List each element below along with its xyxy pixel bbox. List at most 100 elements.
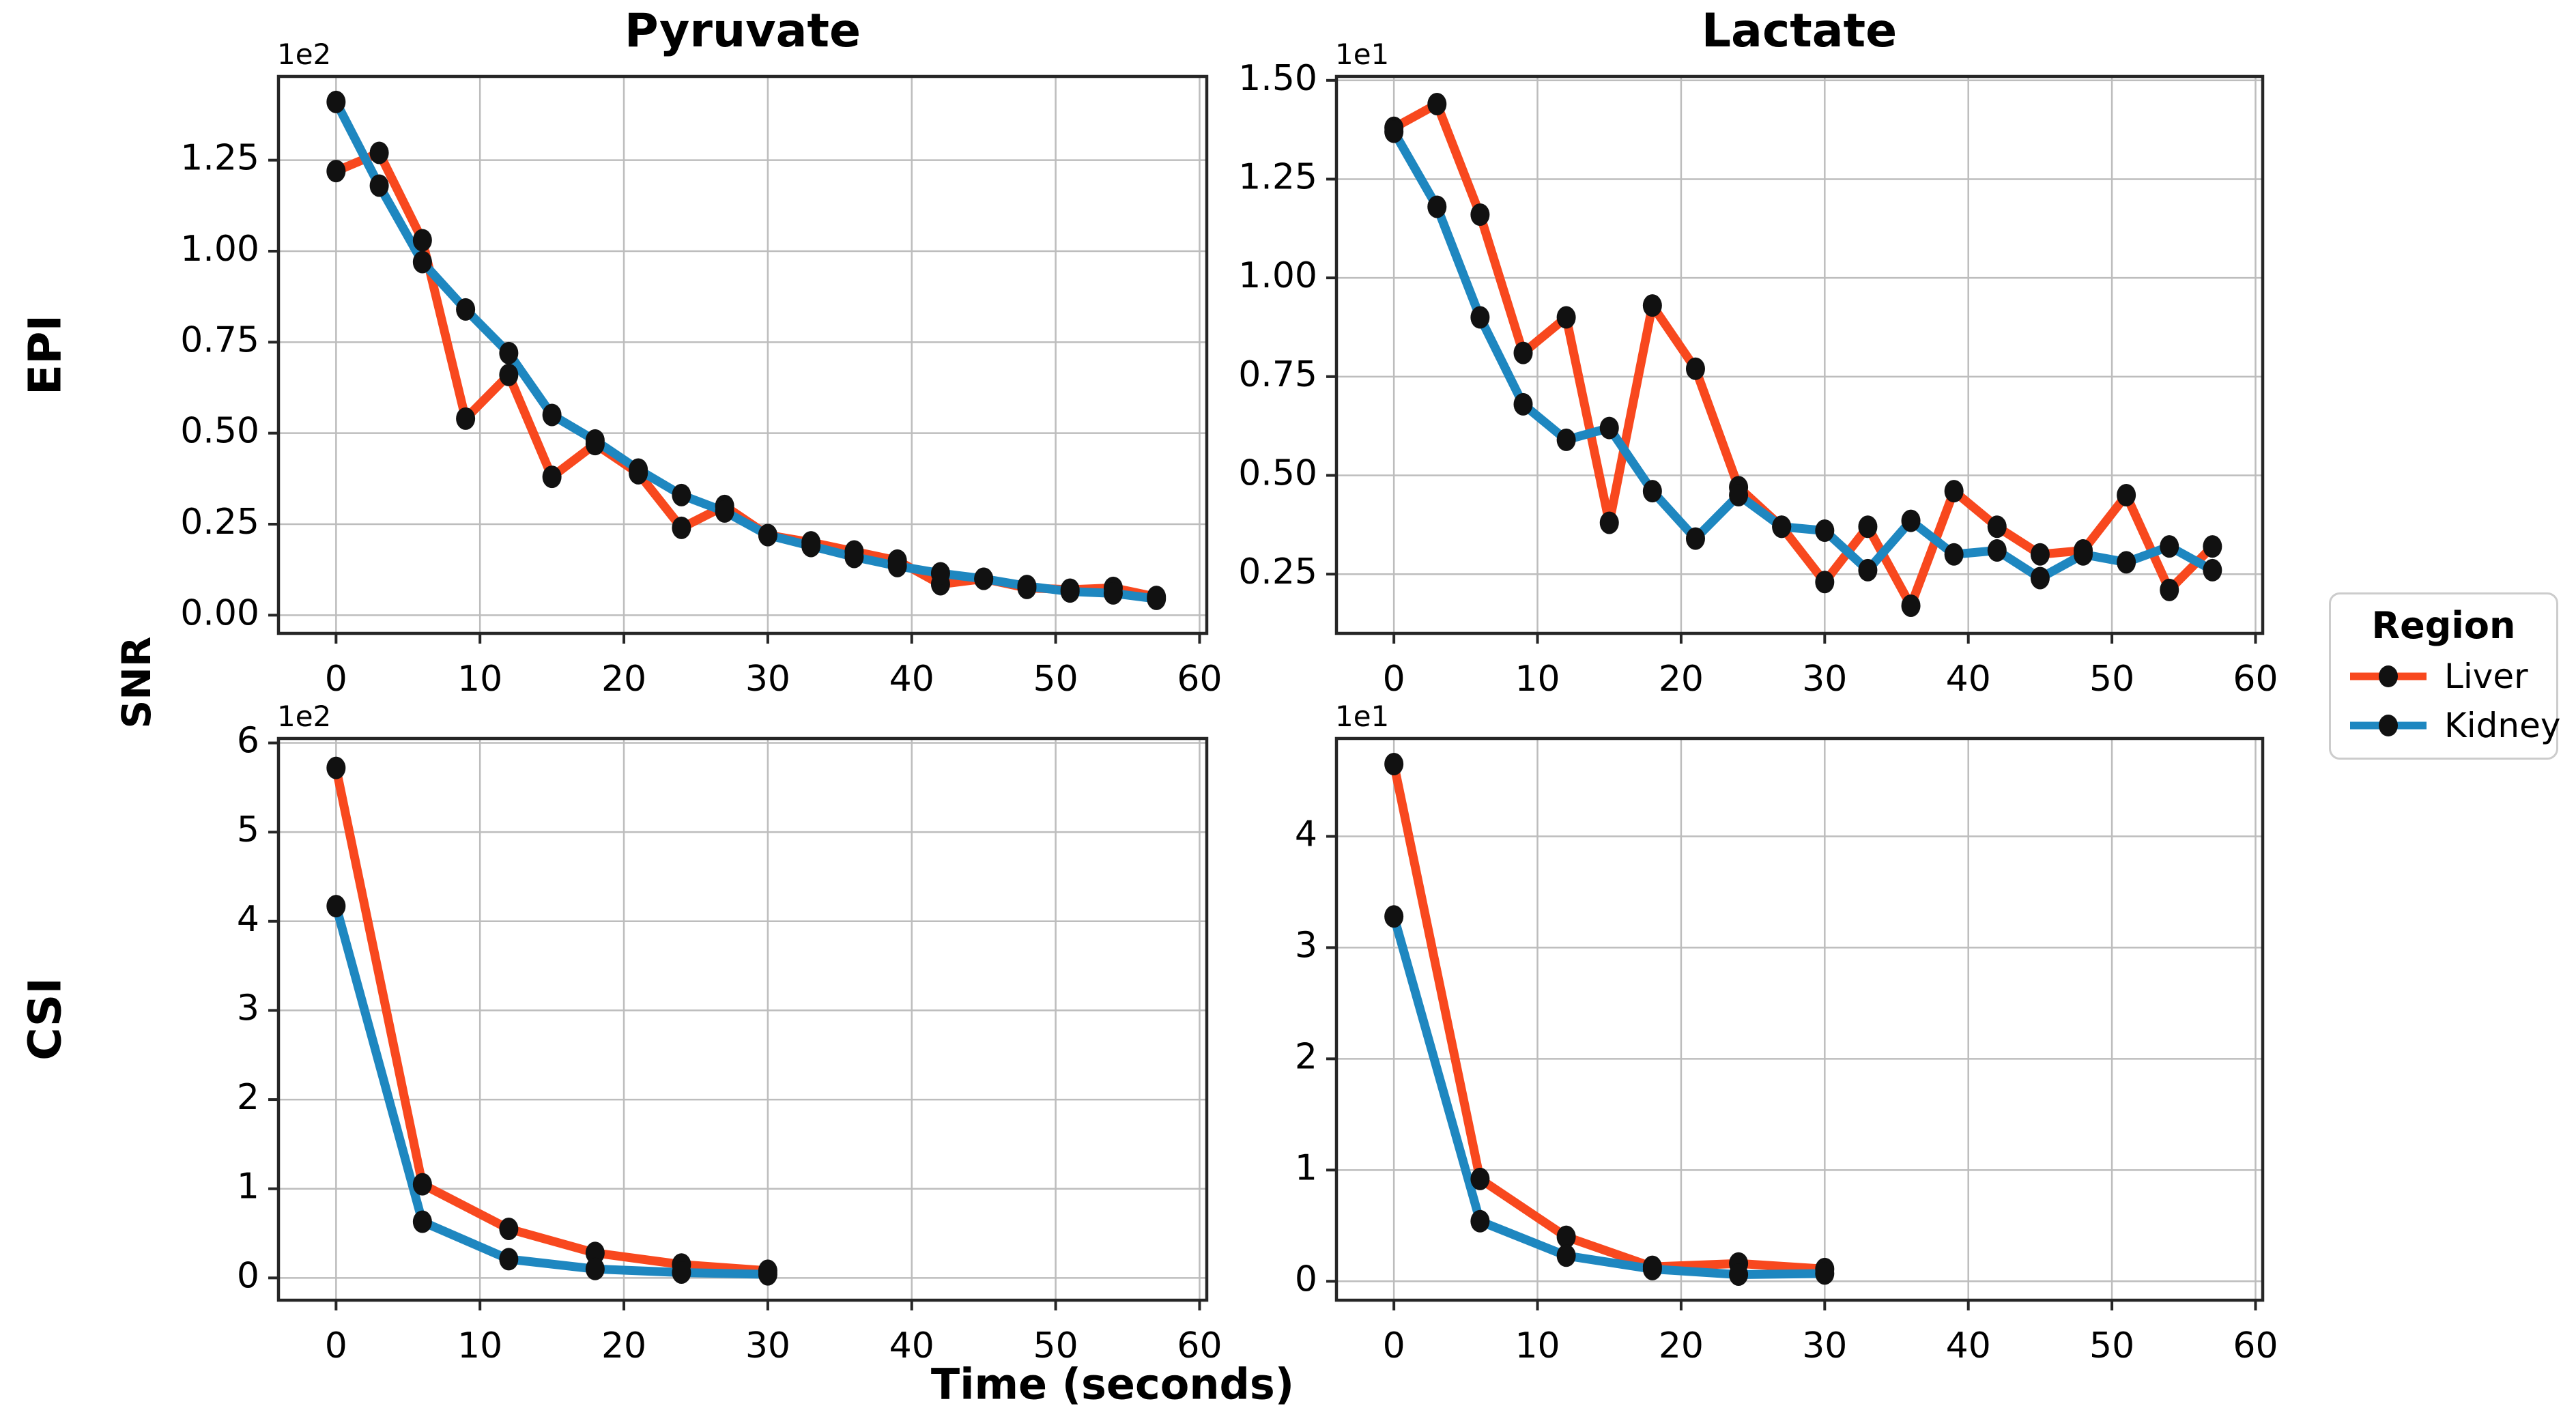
title-pyruvate: Pyruvate xyxy=(624,4,861,58)
marker-liver xyxy=(499,363,519,386)
x-tick-label: 10 xyxy=(1515,1325,1560,1366)
x-tick-label: 10 xyxy=(457,659,502,700)
x-tick-label: 30 xyxy=(1802,659,1847,700)
marker-kidney xyxy=(1556,1244,1576,1267)
marker-liver xyxy=(456,407,476,430)
y-tick-label: 0 xyxy=(1295,1259,1317,1300)
x-tick-label: 30 xyxy=(1802,1325,1847,1366)
marker-kidney xyxy=(1384,120,1404,143)
marker-kidney xyxy=(412,1210,432,1233)
x-tick-label: 60 xyxy=(1177,1325,1222,1366)
marker-kidney xyxy=(974,567,994,590)
marker-kidney xyxy=(1060,580,1080,603)
x-tick-label: 0 xyxy=(325,659,347,700)
marker-liver xyxy=(2160,578,2179,601)
kidney-line-marker-icon xyxy=(2350,715,2427,736)
marker-liver xyxy=(2117,483,2136,506)
marker-kidney xyxy=(1858,558,1878,582)
marker-kidney xyxy=(1642,1257,1662,1280)
marker-liver xyxy=(1556,1225,1576,1248)
y-tick-label: 1.25 xyxy=(1238,156,1317,197)
marker-liver xyxy=(1599,511,1619,534)
y-tick-label: 2 xyxy=(1295,1036,1317,1077)
marker-liver xyxy=(1987,515,2007,539)
marker-kidney xyxy=(672,483,691,506)
x-tick-label: 20 xyxy=(1659,659,1704,700)
x-tick-label: 50 xyxy=(1033,659,1078,700)
marker-liver xyxy=(1685,357,1705,380)
y-tick-label: 1.50 xyxy=(1238,58,1317,99)
marker-liver xyxy=(326,756,346,779)
marker-kidney xyxy=(1642,480,1662,503)
y-tick-label: 2 xyxy=(237,1077,259,1118)
marker-kidney xyxy=(1729,1263,1749,1287)
x-tick-label: 40 xyxy=(889,659,934,700)
chart-csi-lactate: 0 10 20 30 40 50 60 0 1 2 3 4 1e1 xyxy=(1295,700,2278,1366)
marker-kidney xyxy=(887,554,907,577)
y-tick-label: 1 xyxy=(237,1166,259,1207)
marker-kidney xyxy=(2030,566,2050,590)
x-tick-label: 40 xyxy=(1946,1325,1991,1366)
marker-liver xyxy=(1642,294,1662,317)
chart-epi-lactate: 0 10 20 30 40 50 60 0.25 0.50 0.75 1.00 1.25 1.50 1e1 xyxy=(1238,38,2278,700)
series-line-liver xyxy=(331,763,773,1276)
x-tick-label: 20 xyxy=(601,1325,646,1366)
title-lactate: Lactate xyxy=(1701,4,1898,58)
y-tick-label: 4 xyxy=(1295,814,1317,855)
series-line-kidney xyxy=(1389,912,1829,1280)
marker-liver xyxy=(2203,535,2222,558)
marker-kidney xyxy=(715,500,734,523)
marker-liver xyxy=(499,1217,519,1240)
y-tick-label: 1.25 xyxy=(180,138,259,179)
x-tick-label: 50 xyxy=(2089,1325,2134,1366)
x-tick-label: 30 xyxy=(745,1325,790,1366)
marker-kidney xyxy=(1685,527,1705,550)
marker-liver xyxy=(542,465,562,489)
legend-entry-liver: Liver xyxy=(2347,657,2540,696)
x-tick-label: 50 xyxy=(2089,659,2134,700)
chart-csi-pyruvate: 0 10 20 30 40 50 60 0 1 2 3 4 5 6 1e2 xyxy=(237,700,1222,1366)
marker-kidney xyxy=(1427,195,1447,218)
y-tick-label: 0.00 xyxy=(180,592,259,633)
y-tick-label: 1.00 xyxy=(1238,255,1317,296)
marker-liver xyxy=(1556,306,1576,329)
marker-kidney xyxy=(1513,392,1533,416)
y-axis-offset-text: 1e2 xyxy=(277,38,331,71)
marker-liver xyxy=(1513,341,1533,364)
x-tick-label: 50 xyxy=(1033,1325,1078,1366)
marker-kidney xyxy=(672,1261,691,1284)
marker-kidney xyxy=(542,403,562,427)
legend-title: Region xyxy=(2371,604,2516,647)
y-tick-label: 0.75 xyxy=(1238,354,1317,395)
marker-liver xyxy=(1815,571,1835,594)
x-tick-label: 0 xyxy=(1383,1325,1405,1366)
marker-kidney xyxy=(1987,539,2007,562)
marker-kidney xyxy=(758,523,777,547)
axes-spines xyxy=(1334,736,2265,1302)
y-tick-label: 6 xyxy=(237,721,259,762)
y-tick-label: 1.00 xyxy=(180,229,259,270)
x-tick-label: 10 xyxy=(457,1325,502,1366)
marker-liver xyxy=(412,229,432,252)
marker-kidney xyxy=(1729,483,1749,506)
axes-spines xyxy=(1334,74,2265,635)
marker-liver xyxy=(412,1173,432,1196)
axes-spines xyxy=(276,74,1209,635)
marker-kidney xyxy=(1556,428,1576,451)
chart-epi-pyruvate: 0 10 20 30 40 50 60 0.00 0.25 0.50 0.75 1.00 1.25 1e2 xyxy=(180,38,1222,700)
marker-kidney xyxy=(1384,905,1404,928)
marker-kidney xyxy=(1901,509,1921,532)
marker-kidney xyxy=(2117,551,2136,574)
marker-kidney xyxy=(1103,582,1123,605)
x-tick-label: 40 xyxy=(889,1325,934,1366)
x-tick-label: 10 xyxy=(1515,659,1560,700)
marker-kidney xyxy=(326,895,346,918)
marker-kidney xyxy=(369,174,389,197)
marker-liver xyxy=(1944,480,1964,503)
y-tick-label: 3 xyxy=(1295,925,1317,966)
y-axis-offset-text: 1e1 xyxy=(1335,700,1389,733)
y-tick-label: 0.25 xyxy=(180,502,259,543)
legend-label-liver: Liver xyxy=(2444,657,2528,696)
